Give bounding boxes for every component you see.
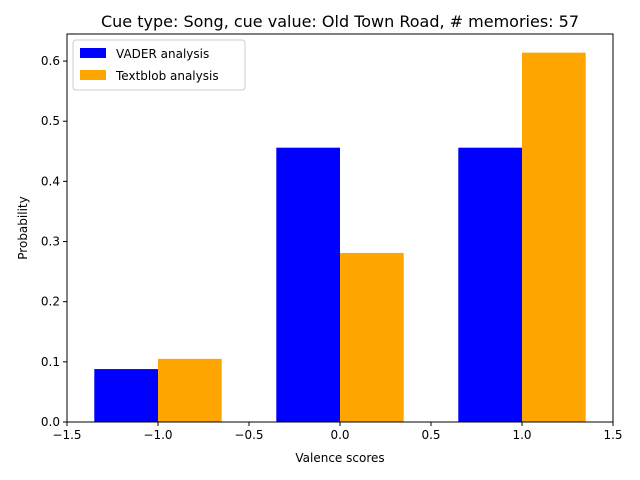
y-tick-label: 0.5 (41, 114, 60, 128)
bar-textblob-2 (522, 52, 586, 422)
y-tick-label: 0.4 (41, 174, 60, 188)
legend: VADER analysis Textblob analysis (72, 39, 246, 91)
x-axis-label: Valence scores (295, 451, 384, 465)
y-axis-label: Probability (16, 196, 30, 259)
bar-vader-0 (94, 369, 158, 422)
y-tick-label: 0.1 (41, 355, 60, 369)
x-axis-ticks: −1.5 −1.0 −0.5 0.0 0.5 1.0 1.5 (52, 422, 623, 442)
y-axis-ticks: 0.0 0.1 0.2 0.3 0.4 0.5 0.6 (41, 54, 67, 429)
y-tick-label: 0.3 (41, 235, 60, 249)
x-tick-label: −1.0 (143, 428, 172, 442)
x-tick-label: −0.5 (234, 428, 263, 442)
bar-vader-1 (276, 147, 340, 422)
y-tick-label: 0.2 (41, 295, 60, 309)
legend-box (72, 39, 246, 91)
bars-group (94, 52, 586, 422)
legend-swatch-vader (80, 48, 106, 58)
x-tick-label: 0.0 (330, 428, 349, 442)
x-tick-label: 0.5 (421, 428, 440, 442)
bar-textblob-0 (158, 358, 222, 422)
bar-textblob-1 (340, 252, 404, 422)
chart-title: Cue type: Song, cue value: Old Town Road… (101, 12, 579, 31)
legend-label-textblob: Textblob analysis (115, 69, 219, 83)
legend-swatch-textblob (80, 70, 106, 80)
x-tick-label: 1.5 (603, 428, 622, 442)
y-tick-label: 0.6 (41, 54, 60, 68)
y-tick-label: 0.0 (41, 415, 60, 429)
x-tick-label: 1.0 (512, 428, 531, 442)
legend-label-vader: VADER analysis (116, 47, 209, 61)
bar-vader-2 (458, 147, 522, 422)
x-tick-label: −1.5 (52, 428, 81, 442)
